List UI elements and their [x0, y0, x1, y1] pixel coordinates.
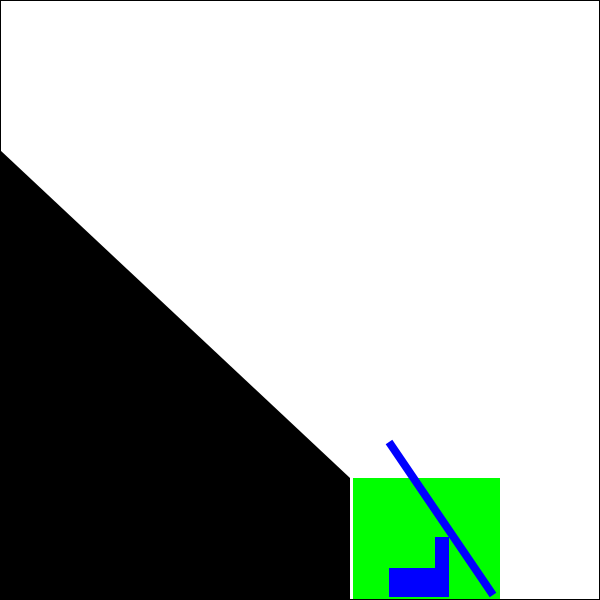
goal-zone-left-edge — [351, 478, 353, 600]
goal-zone-right-edge — [500, 478, 502, 600]
blue-agent-block — [389, 537, 449, 597]
terrain-slope — [0, 150, 350, 600]
blue-pole — [385, 439, 497, 598]
